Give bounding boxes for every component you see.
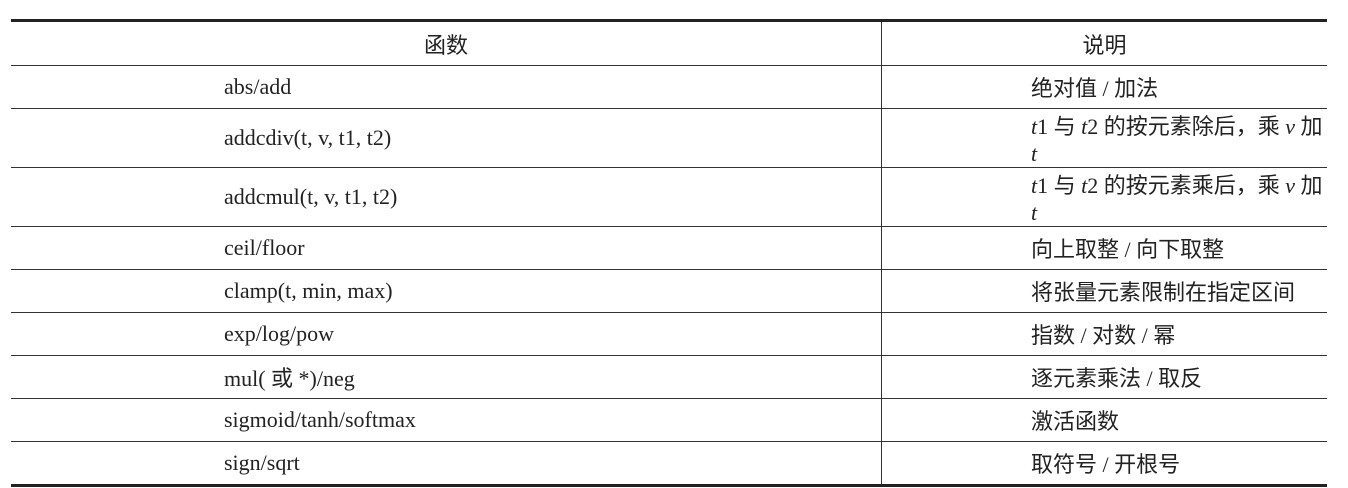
desc-part: 1 与: [1037, 114, 1082, 139]
function-cell: ceil/floor: [11, 226, 882, 270]
table-row: ceil/floor 向上取整 / 向下取整: [11, 226, 1327, 270]
desc-part: t: [1031, 141, 1038, 166]
desc-part: t: [1081, 173, 1088, 198]
table-row: addcdiv(t, v, t1, t2) t1 与 t2 的按元素除后，乘 v…: [11, 108, 1327, 168]
table-row: addcmul(t, v, t1, t2) t1 与 t2 的按元素乘后，乘 v…: [11, 167, 1327, 227]
description-cell: 将张量元素限制在指定区间: [881, 269, 1327, 313]
function-cell: sigmoid/tanh/softmax: [11, 398, 882, 442]
desc-part: 2 的按元素乘后，乘: [1087, 173, 1286, 198]
header-description: 说明: [1082, 32, 1127, 58]
description-cell: 绝对值 / 加法: [881, 65, 1327, 109]
function-cell: abs/add: [11, 65, 882, 109]
function-table: 函数 说明 abs/add 绝对值 / 加法 addcdiv(t, v, t1,…: [11, 19, 1327, 487]
table-row: mul( 或 *)/neg 逐元素乘法 / 取反: [11, 355, 1327, 399]
header-row: 函数 说明: [11, 20, 1327, 66]
function-cell: exp/log/pow: [11, 312, 882, 356]
description-cell: t1 与 t2 的按元素乘后，乘 v 加 t: [881, 167, 1327, 227]
description-cell: 取符号 / 开根号: [881, 441, 1327, 486]
desc-part: 加: [1295, 173, 1323, 198]
table-row: exp/log/pow 指数 / 对数 / 幂: [11, 312, 1327, 356]
desc-part: 1 与: [1037, 173, 1082, 198]
desc-part: t: [1031, 114, 1038, 139]
desc-part: 2 的按元素除后，乘: [1087, 114, 1286, 139]
table-row: abs/add 绝对值 / 加法: [11, 65, 1327, 109]
desc-part: v: [1285, 173, 1296, 198]
desc-part: 加: [1295, 114, 1323, 139]
desc-part: t: [1081, 114, 1088, 139]
desc-part: v: [1285, 114, 1296, 139]
function-cell: sign/sqrt: [11, 441, 882, 486]
desc-part: t: [1031, 200, 1038, 225]
header-function: 函数: [11, 20, 882, 66]
table-row: sign/sqrt 取符号 / 开根号: [11, 441, 1327, 486]
function-cell: mul( 或 *)/neg: [11, 355, 882, 399]
description-cell: 逐元素乘法 / 取反: [881, 355, 1327, 399]
function-cell: addcmul(t, v, t1, t2): [11, 167, 882, 227]
description-cell: 指数 / 对数 / 幂: [881, 312, 1327, 356]
desc-part: t: [1031, 173, 1038, 198]
function-cell: clamp(t, min, max): [11, 269, 882, 313]
description-cell: 激活函数: [881, 398, 1327, 442]
function-cell: addcdiv(t, v, t1, t2): [11, 108, 882, 168]
table-row: sigmoid/tanh/softmax 激活函数: [11, 398, 1327, 442]
description-cell: 向上取整 / 向下取整: [881, 226, 1327, 270]
description-cell: t1 与 t2 的按元素除后，乘 v 加 t: [881, 108, 1327, 168]
table-row: clamp(t, min, max) 将张量元素限制在指定区间: [11, 269, 1327, 313]
